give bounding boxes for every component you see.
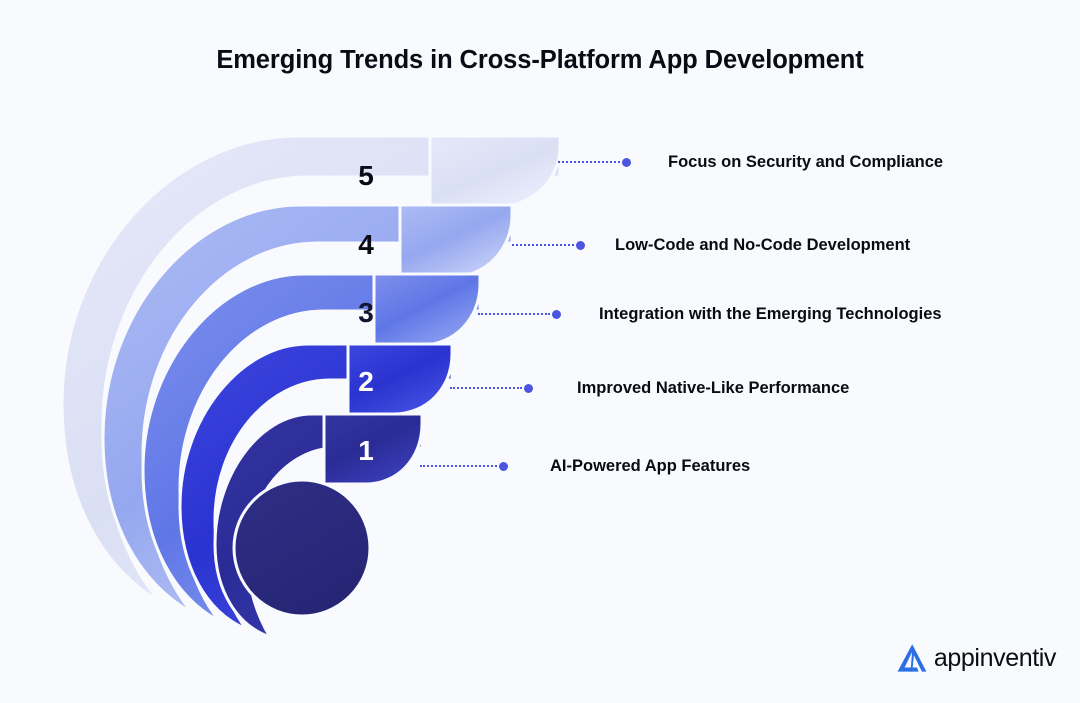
connector-dot-5 [622,157,631,167]
callout-row-3: Integration with the Emerging Technologi… [478,304,942,324]
connector-dot-4 [576,240,585,250]
brand-logo: appinventiv [895,641,1056,675]
step-number-1: 1 [358,435,374,466]
appinventiv-a-arrow-icon [897,644,927,672]
brand-wordmark: appinventiv [933,643,1056,672]
connector-dot-1 [499,461,508,471]
callout-row-2: Improved Native-Like Performance [450,378,849,398]
step-label-3: Integration with the Emerging Technologi… [599,304,942,323]
step-label-4: Low-Code and No-Code Development [615,235,911,254]
connector-line-4 [512,244,574,246]
callout-row-1: AI-Powered App Features [420,456,750,476]
step-number-2: 2 [358,366,374,397]
step-number-4: 4 [358,229,374,260]
funnel-layer-5 [60,134,562,604]
connector-line-5 [558,161,620,163]
step-label-5: Focus on Security and Compliance [668,152,944,171]
core-circle [232,478,372,618]
step-number-3: 3 [358,297,374,328]
step-label-2: Improved Native-Like Performance [577,378,850,397]
connector-dot-3 [552,309,561,319]
connector-dot-2 [524,383,533,393]
callout-row-4: Low-Code and No-Code Development [512,235,910,255]
connector-line-3 [478,313,550,315]
step-number-5: 5 [358,160,374,191]
connector-line-2 [450,387,522,389]
step-label-1: AI-Powered App Features [550,456,751,475]
callout-row-5: Focus on Security and Compliance [558,152,943,172]
page-title: Emerging Trends in Cross-Platform App De… [216,46,864,74]
connector-line-1 [420,465,497,467]
